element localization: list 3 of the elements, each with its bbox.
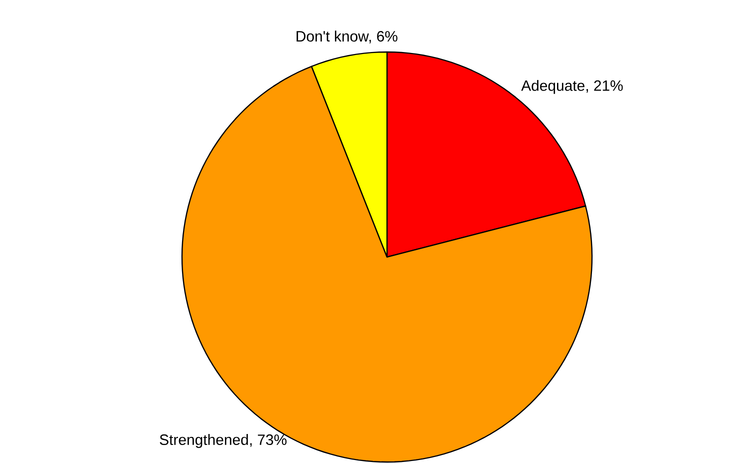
slice-label: Adequate, 21% xyxy=(521,80,623,94)
slice-label: Don't know, 6% xyxy=(296,30,398,44)
slice-label: Strengthened, 73% xyxy=(160,434,287,448)
